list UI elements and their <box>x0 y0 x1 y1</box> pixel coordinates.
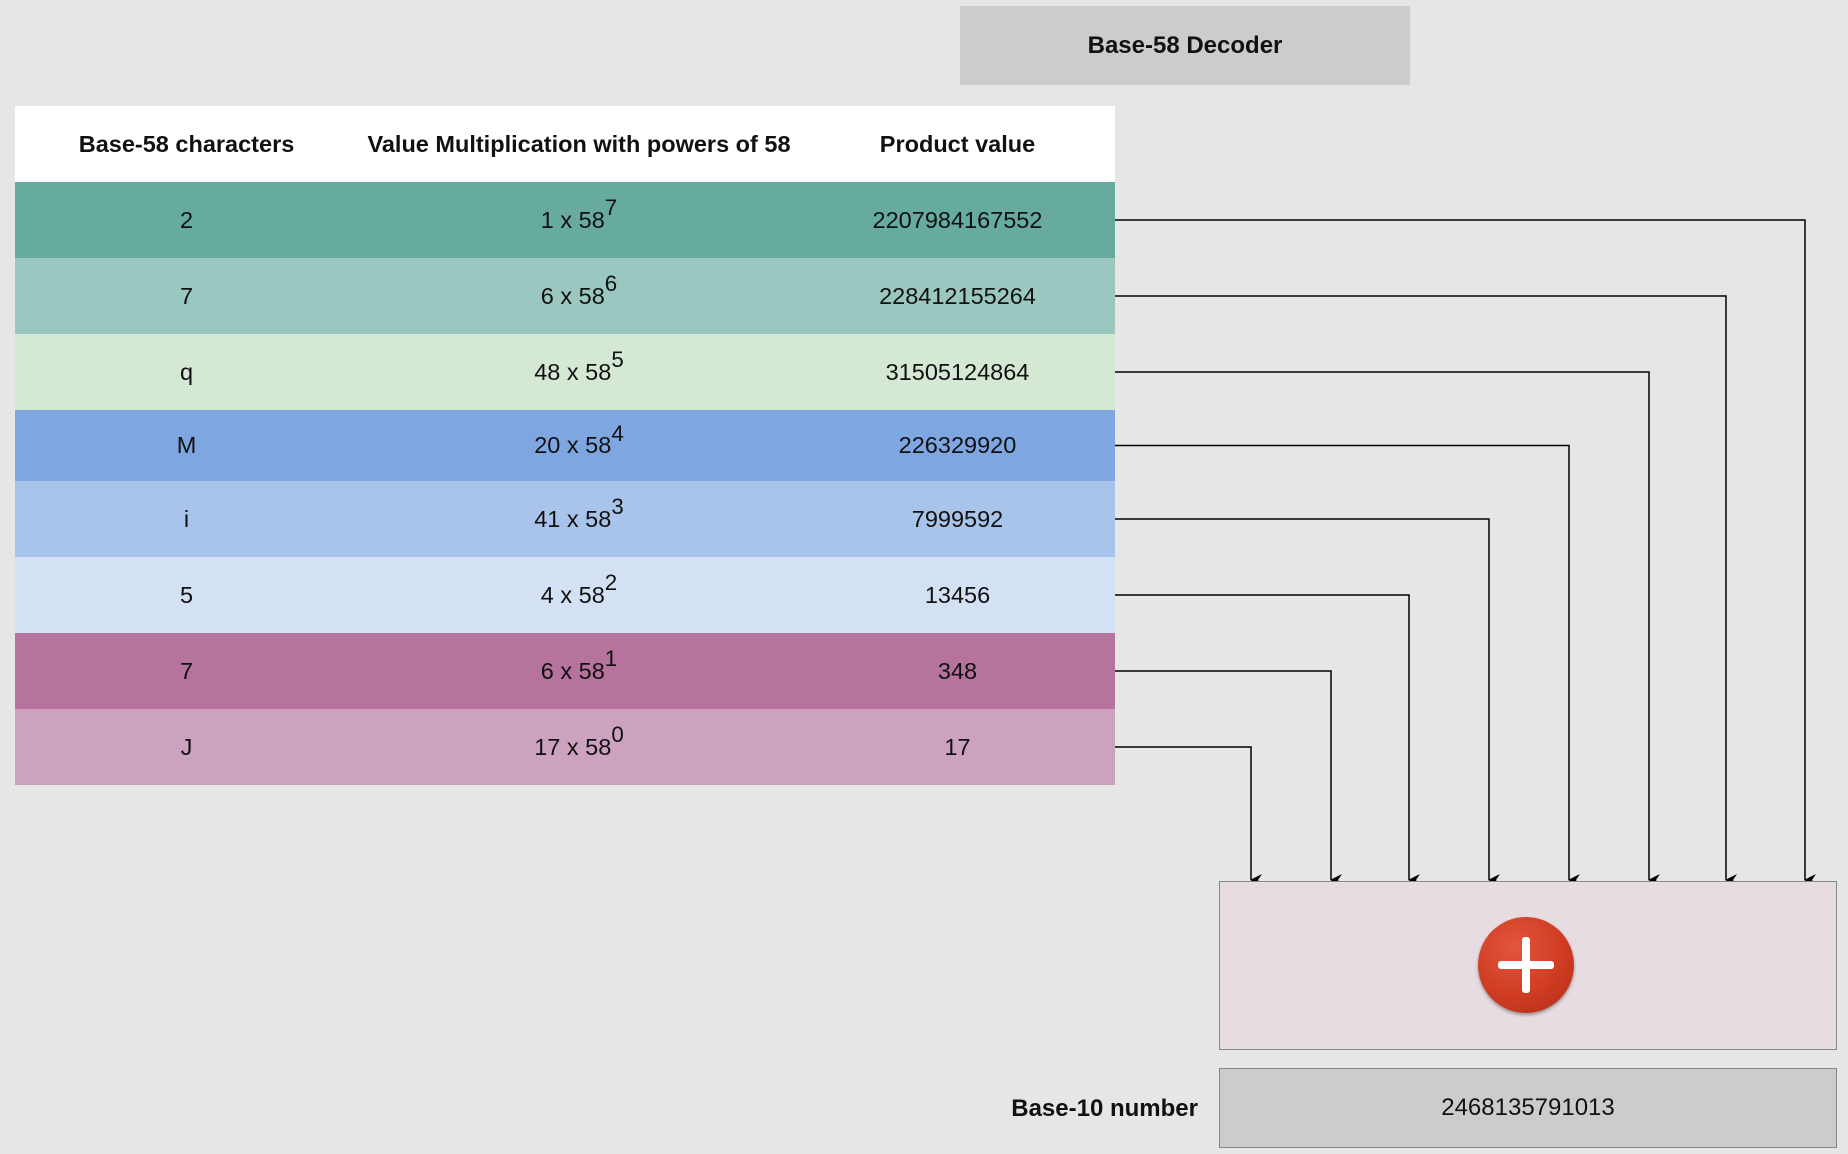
table-row: q 48 x 585 31505124864 <box>15 334 1115 410</box>
multiplication-base: 41 x 58 <box>534 505 612 532</box>
header-multiplication: Value Multiplication with powers of 58 <box>367 130 791 157</box>
multiplication-base: 17 x 58 <box>534 733 612 760</box>
multiplication-base: 6 x 58 <box>540 657 605 684</box>
char-cell: 7 <box>179 657 194 684</box>
multiplication-cell: 4 x 582 <box>358 572 800 609</box>
connector-arrow <box>1115 295 1737 886</box>
product-cell: 2207984167552 <box>872 206 1043 233</box>
connector-arrow <box>1115 670 1342 886</box>
table-row: 7 6 x 581 348 <box>15 633 1115 709</box>
table-row: 7 6 x 586 228412155264 <box>15 258 1115 334</box>
product-cell: 17 <box>944 733 971 760</box>
table-row: M 20 x 584 226329920 <box>15 410 1115 481</box>
power-exponent: 1 <box>604 646 618 672</box>
product-cell: 348 <box>937 657 978 684</box>
plus-icon <box>1478 917 1574 1013</box>
multiplication-base: 1 x 58 <box>540 206 605 233</box>
power-exponent: 3 <box>611 494 624 520</box>
connector-arrow <box>1115 518 1500 886</box>
table-row: J 17 x 580 17 <box>15 709 1115 785</box>
char-cell: 5 <box>179 581 194 608</box>
char-cell: 2 <box>179 206 194 233</box>
product-cell: 7999592 <box>911 505 1004 532</box>
product-cell: 226329920 <box>898 432 1017 458</box>
connector-arrow <box>1115 594 1420 886</box>
product-cell: 31505124864 <box>885 358 1030 385</box>
power-exponent: 4 <box>611 420 624 446</box>
multiplication-cell: 20 x 584 <box>358 422 800 459</box>
product-cell: 13456 <box>924 581 991 608</box>
multiplication-base: 48 x 58 <box>534 358 612 385</box>
table-row: 5 4 x 582 13456 <box>15 557 1115 633</box>
connector-arrow <box>1115 371 1660 886</box>
char-cell: q <box>179 358 194 385</box>
power-exponent: 6 <box>604 271 618 297</box>
connector-arrow <box>1115 444 1580 886</box>
connector-arrow <box>1115 746 1262 886</box>
multiplication-cell: 6 x 586 <box>358 273 800 310</box>
connector-arrow <box>1115 219 1816 886</box>
char-cell: M <box>176 432 197 458</box>
power-exponent: 5 <box>611 347 624 373</box>
multiplication-base: 20 x 58 <box>534 432 612 458</box>
multiplication-cell: 17 x 580 <box>358 724 800 761</box>
table-header-row: Base-58 characters Value Multiplication … <box>15 106 1115 182</box>
power-exponent: 2 <box>604 570 618 596</box>
header-product: Product value <box>879 130 1036 157</box>
multiplication-cell: 41 x 583 <box>358 496 800 533</box>
header-characters: Base-58 characters <box>78 130 295 157</box>
char-cell: J <box>180 733 193 760</box>
multiplication-cell: 6 x 581 <box>358 648 800 685</box>
multiplication-cell: 1 x 587 <box>358 197 800 234</box>
power-exponent: 7 <box>604 195 618 221</box>
result-value: 2468135791013 <box>1219 1068 1837 1148</box>
multiplication-base: 6 x 58 <box>540 282 605 309</box>
decoder-table: Base-58 characters Value Multiplication … <box>15 106 1115 785</box>
multiplication-cell: 48 x 585 <box>358 349 800 386</box>
multiplication-base: 4 x 58 <box>540 581 605 608</box>
power-exponent: 0 <box>611 722 624 748</box>
product-cell: 228412155264 <box>879 282 1036 309</box>
result-label: Base-10 number <box>1011 1095 1198 1122</box>
table-row: i 41 x 583 7999592 <box>15 481 1115 557</box>
diagram-title: Base-58 Decoder <box>960 6 1410 85</box>
char-cell: i <box>183 505 190 532</box>
table-row: 2 1 x 587 2207984167552 <box>15 182 1115 258</box>
char-cell: 7 <box>179 282 194 309</box>
